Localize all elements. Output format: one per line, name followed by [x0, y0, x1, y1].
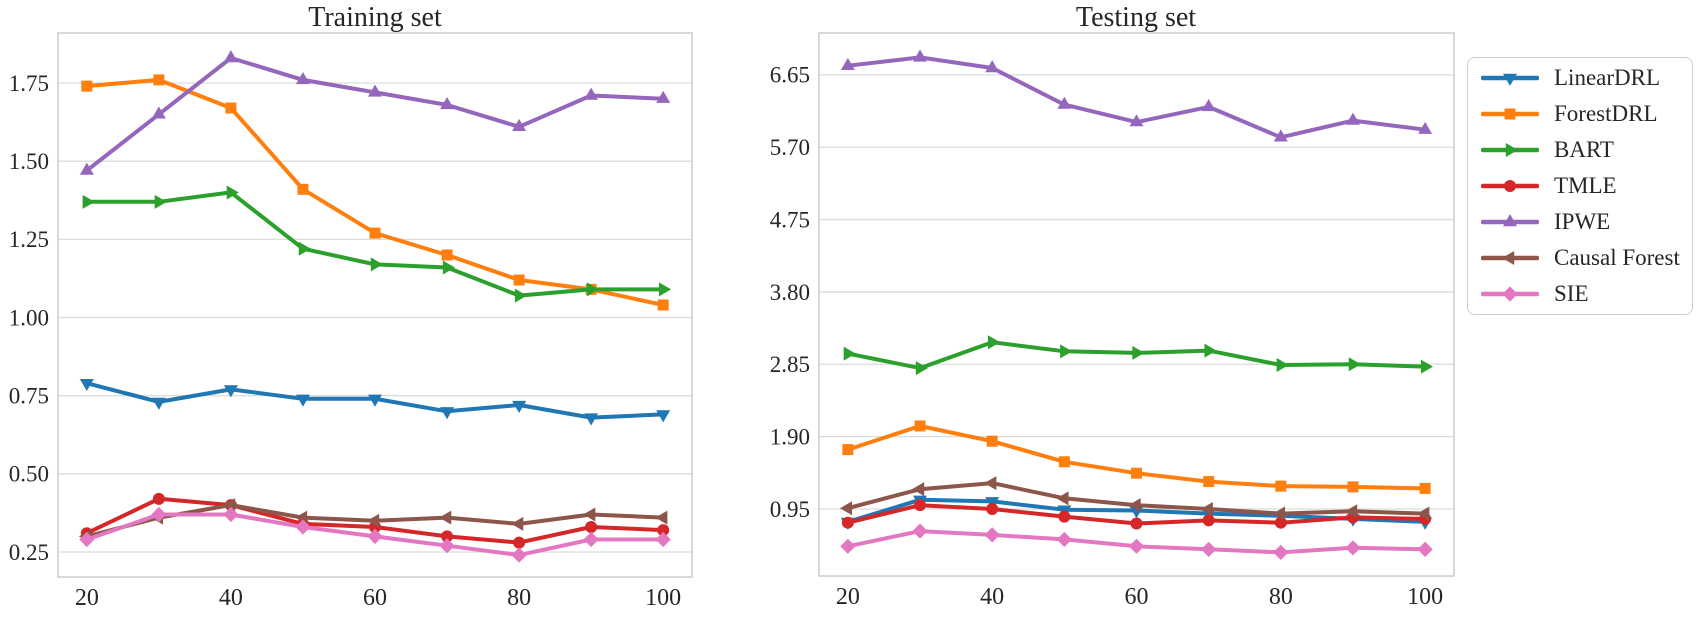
- series-ForestDRL: [842, 420, 1431, 494]
- legend-entry: IPWE: [1481, 204, 1692, 240]
- y-tick-label: 1.50: [9, 149, 49, 174]
- legend-marker-circle-icon: [1481, 180, 1539, 192]
- series-BART: [82, 185, 672, 303]
- y-tick-label: 1.00: [9, 305, 49, 330]
- legend-marker-square-icon: [1481, 108, 1539, 120]
- y-tick-label: 0.50: [9, 462, 49, 487]
- gridlines: [58, 82, 692, 553]
- series-ForestDRL: [81, 74, 669, 311]
- y-tick-label: 0.25: [9, 540, 49, 565]
- x-tick-label: 80: [507, 585, 531, 611]
- legend-marker-triangle-up-icon: [1481, 214, 1539, 227]
- series-IPWE: [79, 50, 671, 175]
- series-SIE: [840, 523, 1433, 560]
- series-IPWE: [840, 49, 1433, 142]
- legend-box: LinearDRL ForestDRL BART TMLE IPWE Causal For…: [1467, 57, 1693, 315]
- legend-entry: LinearDRL: [1481, 60, 1692, 96]
- series-Causal-Forest: [839, 476, 1430, 521]
- x-tick-label: 100: [645, 585, 681, 611]
- legend-label: TMLE: [1554, 173, 1617, 198]
- legend-marker-triangle-down-icon: [1481, 73, 1539, 86]
- legend-label: IPWE: [1554, 209, 1611, 234]
- legend-label: BART: [1554, 137, 1614, 162]
- y-tick-label: 0.95: [770, 497, 810, 522]
- x-tick-label: 60: [363, 585, 387, 611]
- y-tick-label: 1.75: [9, 71, 49, 96]
- training-chart-title: Training set: [308, 2, 442, 33]
- y-tick-label: 1.90: [770, 424, 810, 449]
- legend-entry: SIE: [1481, 276, 1692, 312]
- series-SIE: [79, 506, 671, 563]
- y-tick-label: 6.65: [770, 63, 810, 88]
- x-tick-label: 20: [75, 585, 99, 611]
- series-LinearDRL: [79, 378, 671, 426]
- x-tick-label: 100: [1407, 584, 1443, 610]
- legend-label: ForestDRL: [1554, 101, 1658, 126]
- legend-entry: TMLE: [1481, 168, 1692, 204]
- x-tick-label: 40: [980, 584, 1004, 610]
- y-tick-label: 0.75: [9, 383, 49, 408]
- legend-label: LinearDRL: [1554, 65, 1661, 90]
- training-plot-area: 0.25 0.50 0.75 1.00 1.25 1.50 1.75 20 40 60 80 100: [9, 32, 693, 611]
- plot-border: [57, 32, 693, 578]
- legend-entry: BART: [1481, 132, 1692, 168]
- x-tick-label: 20: [836, 584, 860, 610]
- gridlines: [819, 74, 1454, 510]
- y-tick-label: 5.70: [770, 135, 810, 160]
- y-tick-label: 2.85: [770, 352, 810, 377]
- x-tick-label: 60: [1125, 584, 1149, 610]
- legend-marker-triangle-right-icon: [1481, 143, 1539, 157]
- legend-label: SIE: [1554, 281, 1589, 306]
- plot-border: [818, 32, 1455, 577]
- x-tick-label: 80: [1269, 584, 1293, 610]
- x-tick-label: 40: [219, 585, 243, 611]
- y-tick-label: 1.25: [9, 227, 49, 252]
- legend-entry: ForestDRL: [1481, 96, 1692, 132]
- testing-plot-area: 0.95 1.90 2.85 3.80 4.75 5.70 6.65 20 40 60 80 100: [770, 32, 1455, 610]
- legend-label: Causal Forest: [1554, 245, 1680, 270]
- y-tick-label: 4.75: [770, 207, 810, 232]
- legend-marker-triangle-left-icon: [1481, 251, 1539, 265]
- legend-marker-diamond-icon: [1481, 286, 1539, 302]
- series-BART: [843, 335, 1434, 376]
- y-tick-label: 3.80: [770, 280, 810, 305]
- testing-chart-title: Testing set: [1076, 2, 1196, 33]
- legend-entry: Causal Forest: [1481, 240, 1692, 276]
